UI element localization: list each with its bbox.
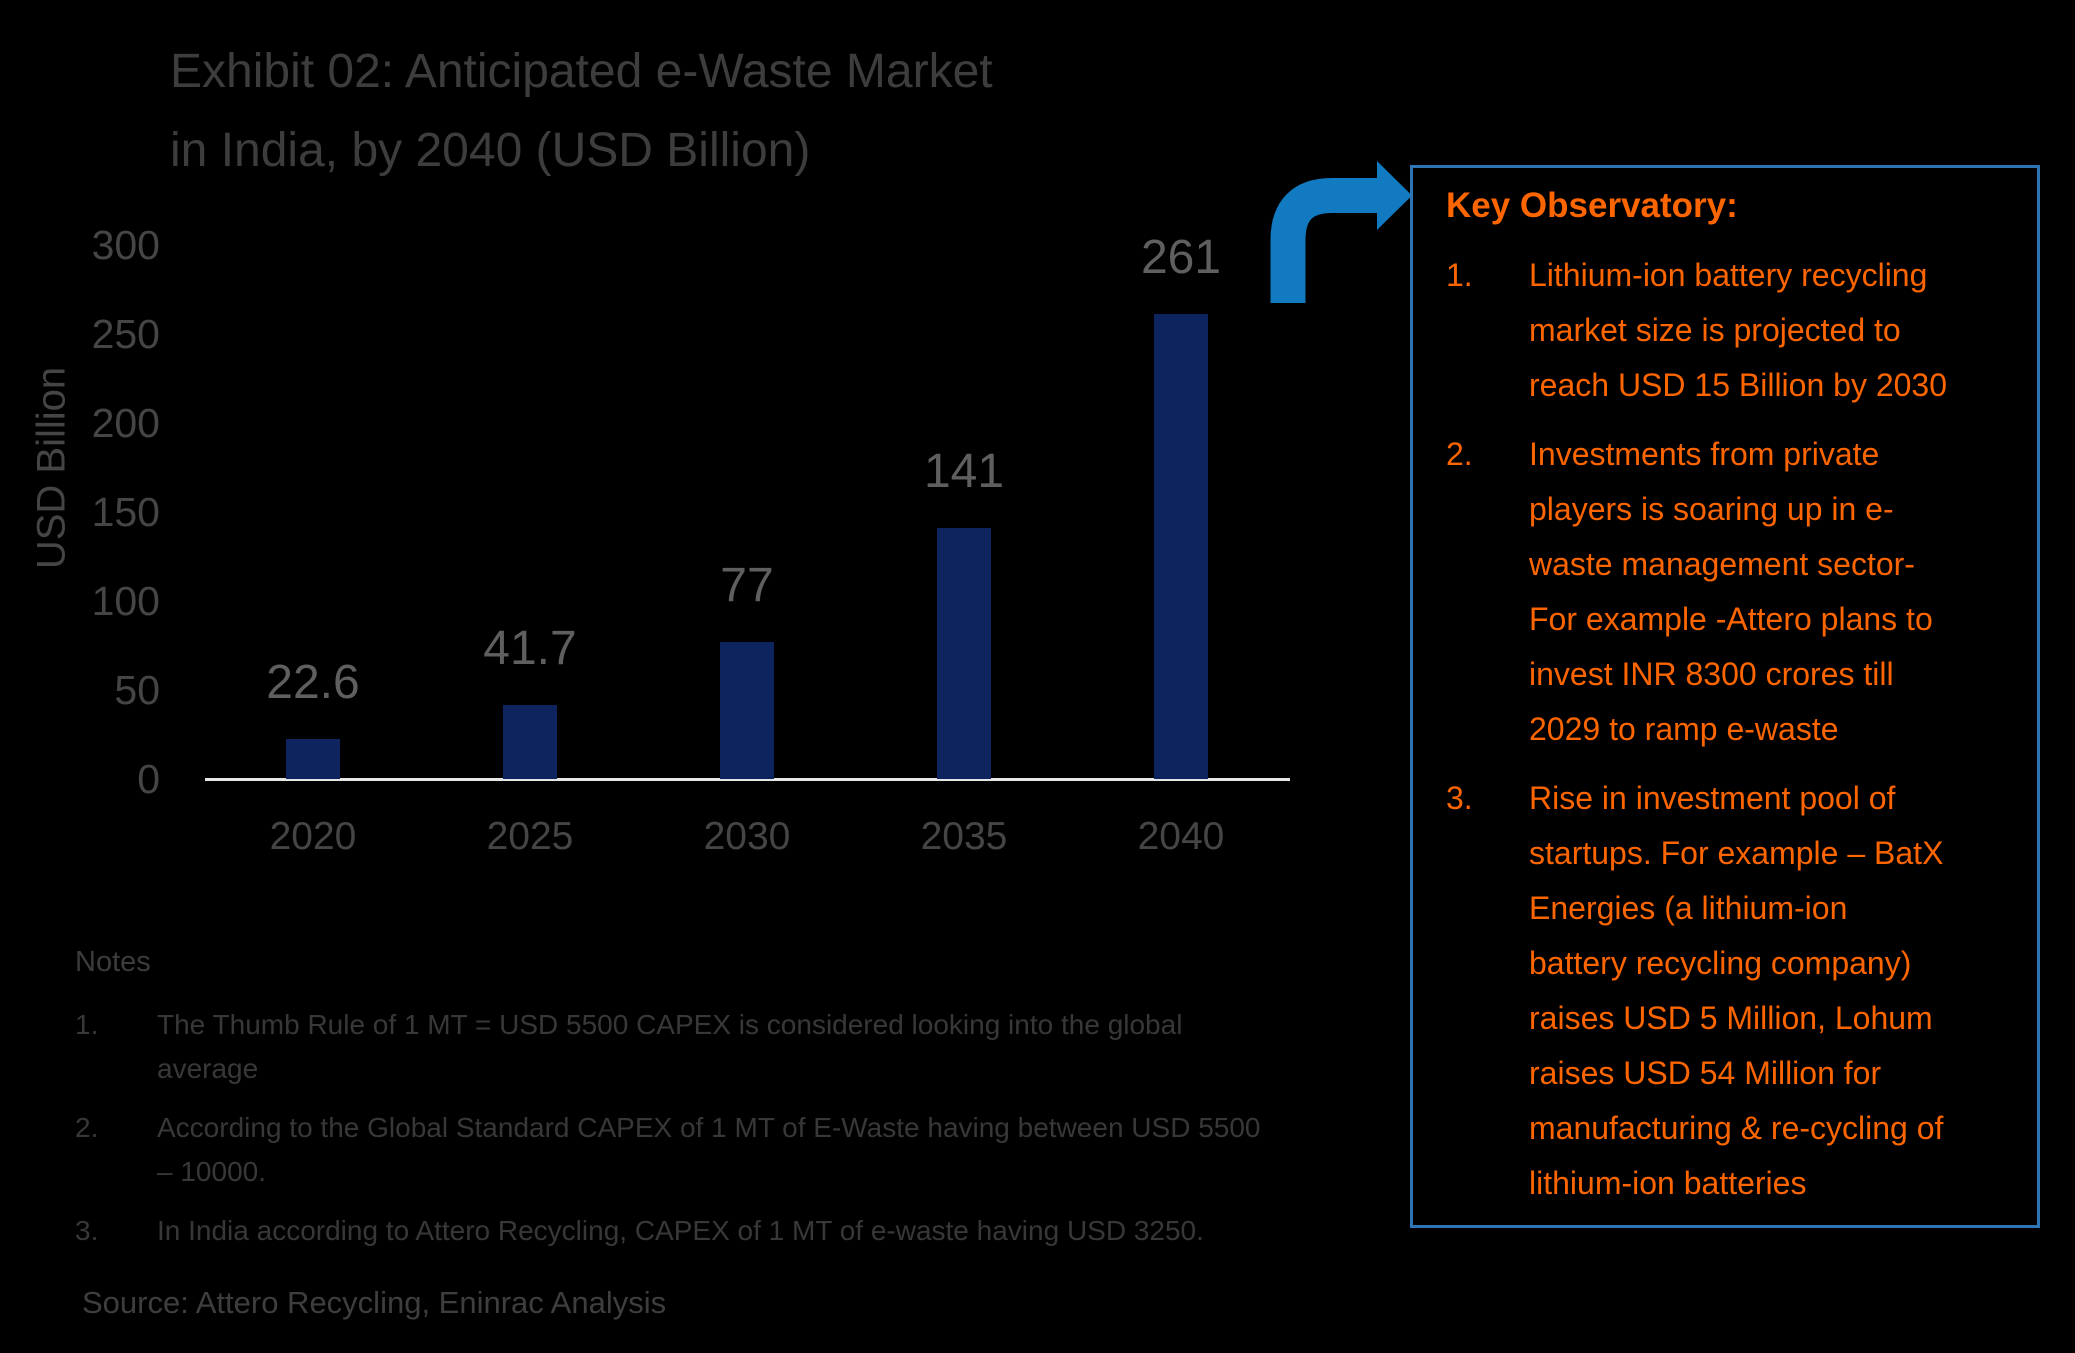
x-axis-label: 2030 (703, 815, 791, 858)
key-observatory-panel: Key Observatory: 1. Lithium-ion battery … (1410, 165, 2040, 1228)
bar-group-2025: 41.7 2025 (422, 245, 639, 856)
bar (286, 738, 340, 779)
note-item-number: 1. (75, 1009, 99, 1040)
x-axis-label: 2040 (1137, 815, 1225, 858)
curved-arrow-icon (1270, 161, 1412, 303)
key-observatory-title: Key Observatory: (1446, 186, 1738, 225)
y-axis-title: USD Billion (29, 366, 74, 570)
bar-group-2020: 22.6 2020 (205, 245, 422, 856)
y-axis-tick-label: 200 (91, 400, 160, 446)
source-text: Source: Attero Recycling, Eninrac Analys… (82, 1285, 667, 1320)
bar-value-label: 41.7 (483, 621, 577, 675)
key-item-number: 3. (1446, 780, 1473, 816)
bar (503, 704, 557, 779)
key-item-text: Lithium-ion battery recycling market siz… (1529, 257, 1948, 403)
key-observatory-item-1: 1. Lithium-ion battery recycling market … (1446, 248, 2017, 413)
note-item-text: The Thumb Rule of 1 MT = USD 5500 CAPEX … (157, 1009, 1183, 1084)
bar-value-label: 261 (1140, 231, 1222, 285)
bar-value-label: 77 (720, 558, 774, 612)
x-axis-label: 2035 (920, 815, 1008, 858)
key-item-number: 1. (1446, 257, 1473, 293)
y-axis-tick-label: 300 (91, 222, 160, 268)
y-axis-tick-label: 100 (91, 578, 160, 624)
key-item-text: Investments from private players is soar… (1529, 436, 1933, 747)
note-item-3: 3. In India according to Attero Recyclin… (75, 1209, 1355, 1253)
notes-section: Notes 1. The Thumb Rule of 1 MT = USD 55… (75, 945, 1355, 1253)
chart-title-line1: Exhibit 02: Anticipated e-Waste Market (170, 45, 993, 98)
key-item-text: Rise in investment pool of startups. For… (1529, 780, 1944, 1201)
bar (1154, 314, 1208, 779)
x-axis-line (205, 778, 1290, 781)
bar-group-2035: 141 2035 (856, 245, 1073, 857)
notes-title: Notes (75, 946, 151, 978)
bar-value-label: 22.6 (266, 655, 360, 709)
key-observatory-item-3: 3. Rise in investment pool of startups. … (1446, 771, 2017, 1211)
y-axis-tick-label: 0 (137, 756, 160, 802)
key-observatory-item-2: 2. Investments from private players is s… (1446, 427, 2017, 757)
note-item-number: 3. (75, 1215, 99, 1246)
bar-group-2030: 77 2030 (639, 245, 856, 856)
note-item-text: According to the Global Standard CAPEX o… (157, 1112, 1261, 1187)
y-axis-tick-label: 150 (91, 489, 160, 535)
note-item-1: 1. The Thumb Rule of 1 MT = USD 5500 CAP… (75, 1003, 1355, 1091)
bar-value-label: 141 (923, 445, 1005, 499)
note-item-2: 2. According to the Global Standard CAPE… (75, 1106, 1355, 1194)
y-axis-tick-label: 50 (114, 667, 160, 713)
bar-group-2040: 261 2040 (1073, 233, 1290, 857)
note-item-number: 2. (75, 1112, 99, 1143)
bar (720, 641, 774, 779)
chart-title-line2: in India, by 2040 (USD Billion) (170, 124, 811, 177)
x-axis-label: 2025 (486, 815, 574, 858)
y-axis-tick-label: 250 (91, 311, 160, 357)
chart-title: Exhibit 02: Anticipated e-Waste Market i… (170, 32, 993, 190)
x-axis-label: 2020 (269, 815, 357, 858)
key-item-number: 2. (1446, 436, 1473, 472)
bar (937, 528, 991, 779)
note-item-text: In India according to Attero Recycling, … (157, 1215, 1204, 1246)
